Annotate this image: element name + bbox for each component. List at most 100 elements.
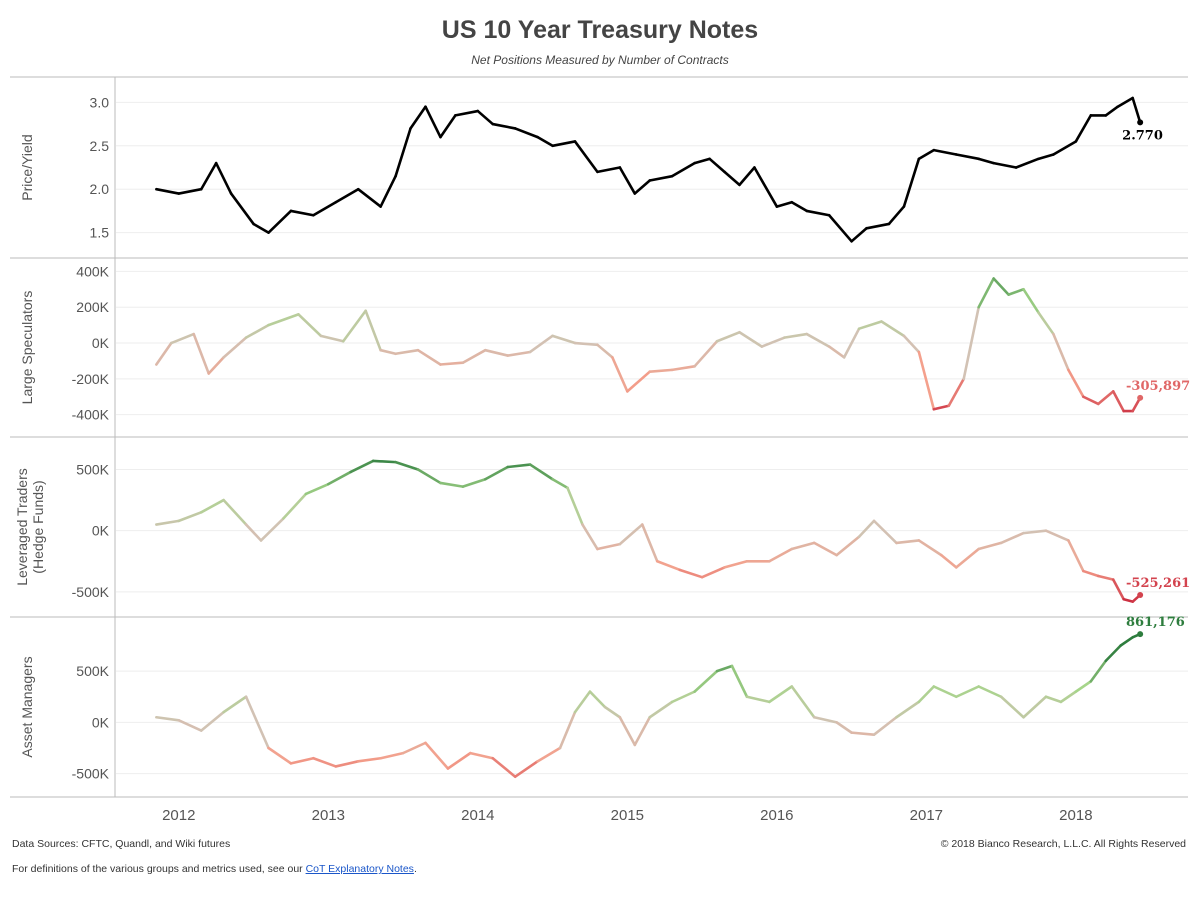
series-segment bbox=[1067, 539, 1085, 573]
series-segment bbox=[304, 482, 330, 496]
series-segment bbox=[768, 547, 794, 563]
series-segment bbox=[1022, 695, 1048, 719]
series-segment bbox=[626, 370, 652, 393]
y-axis-label: Asset Managers bbox=[19, 656, 35, 757]
series-segment bbox=[670, 161, 696, 178]
series-segment bbox=[857, 320, 883, 330]
series-segment bbox=[633, 179, 652, 195]
series-segment bbox=[356, 187, 382, 208]
series-segment bbox=[790, 685, 816, 719]
series-segment bbox=[409, 105, 427, 130]
x-axis: 2012 2013 2014 2015 2016 2017 2018 bbox=[162, 807, 1092, 824]
panel-leveraged_traders: -500K 0K 500K Leveraged Traders(Hedge Funds… bbox=[10, 459, 1190, 618]
series-segment bbox=[880, 320, 906, 338]
series-segment bbox=[327, 470, 353, 486]
x-tick-label: 2016 bbox=[760, 807, 793, 824]
series-segment bbox=[895, 539, 921, 545]
end-point-marker bbox=[1137, 394, 1144, 401]
series-segment bbox=[267, 313, 300, 327]
series-segment bbox=[155, 519, 181, 526]
series-segment bbox=[835, 535, 861, 557]
series-segment bbox=[416, 348, 442, 366]
series-segment bbox=[222, 695, 248, 714]
series-segment bbox=[267, 746, 293, 765]
end-point-marker bbox=[1137, 631, 1144, 638]
definitions-note: For definitions of the various groups an… bbox=[12, 863, 417, 875]
series-segment bbox=[1131, 96, 1142, 124]
series-segment bbox=[192, 332, 210, 375]
y-tick-label: 0K bbox=[92, 523, 110, 539]
y-tick-label: 400K bbox=[76, 263, 109, 279]
series-segment bbox=[1111, 390, 1126, 413]
series-segment bbox=[1111, 578, 1126, 601]
series-segment bbox=[633, 715, 652, 747]
series-segment bbox=[947, 377, 966, 408]
series-segment bbox=[581, 523, 599, 551]
series-segment bbox=[573, 140, 599, 174]
series-segment bbox=[693, 157, 711, 165]
copyright-note: © 2018 Bianco Research, L.L.C. All Right… bbox=[940, 838, 1186, 850]
series-segment bbox=[177, 719, 203, 732]
series-segment bbox=[977, 277, 995, 309]
series-segment bbox=[244, 323, 270, 339]
y-tick-label: 2.5 bbox=[90, 138, 110, 154]
series-segment bbox=[439, 361, 465, 366]
series-segment bbox=[394, 348, 420, 356]
series-segment bbox=[678, 568, 704, 579]
series-segment bbox=[805, 209, 831, 217]
series-segment bbox=[259, 517, 285, 542]
series-segment bbox=[1116, 96, 1134, 109]
series-segment bbox=[334, 187, 360, 204]
series-segment bbox=[999, 531, 1025, 545]
series-segment bbox=[1067, 368, 1085, 399]
series-segment bbox=[790, 200, 809, 213]
end-value-label: 861,176 bbox=[1126, 615, 1185, 630]
series-segment bbox=[513, 127, 539, 139]
y-tick-label: 0K bbox=[92, 335, 110, 351]
series-segment bbox=[670, 690, 696, 704]
series-segment bbox=[401, 741, 427, 755]
cot-explanatory-notes-link[interactable]: CoT Explanatory Notes bbox=[305, 863, 414, 875]
series-segment bbox=[439, 114, 457, 139]
series-segment bbox=[812, 541, 838, 557]
series-segment bbox=[1022, 287, 1040, 314]
series-segment bbox=[895, 700, 921, 719]
series-segment bbox=[745, 695, 771, 704]
series-segment bbox=[1096, 390, 1115, 406]
series-segment bbox=[596, 542, 622, 551]
series-segment bbox=[558, 710, 577, 750]
series-segment bbox=[872, 519, 898, 545]
series-segment bbox=[461, 348, 487, 365]
series-segment bbox=[670, 365, 696, 372]
series-segment bbox=[551, 334, 577, 345]
series-segment bbox=[356, 756, 382, 763]
series-segment bbox=[424, 105, 442, 139]
series-segment bbox=[738, 330, 764, 348]
series-segment bbox=[1007, 287, 1025, 296]
series-segment bbox=[416, 468, 442, 485]
series-segment bbox=[940, 553, 958, 569]
series-segment bbox=[775, 200, 794, 208]
series-segment bbox=[827, 345, 846, 359]
series-segment bbox=[1104, 644, 1123, 663]
series-segment bbox=[723, 559, 749, 569]
y-tick-label: 2.0 bbox=[90, 181, 110, 197]
series-segment bbox=[954, 153, 980, 161]
series-segment bbox=[244, 695, 270, 750]
series-segment bbox=[790, 541, 816, 551]
series-segment bbox=[992, 161, 1018, 169]
y-axis-label: Price/Yield bbox=[19, 134, 35, 200]
series-segment bbox=[648, 700, 674, 719]
series-segment bbox=[177, 187, 203, 195]
series-segment bbox=[491, 756, 517, 779]
series-segment bbox=[932, 148, 958, 156]
series-segment bbox=[962, 305, 980, 381]
series-segment bbox=[760, 336, 786, 348]
series-segment bbox=[857, 519, 876, 539]
series-segment bbox=[611, 356, 629, 393]
x-tick-label: 2017 bbox=[910, 807, 943, 824]
y-tick-label: 500K bbox=[76, 663, 109, 679]
series-segment bbox=[708, 157, 726, 174]
series-segment bbox=[917, 350, 936, 411]
series-segment bbox=[768, 685, 794, 704]
